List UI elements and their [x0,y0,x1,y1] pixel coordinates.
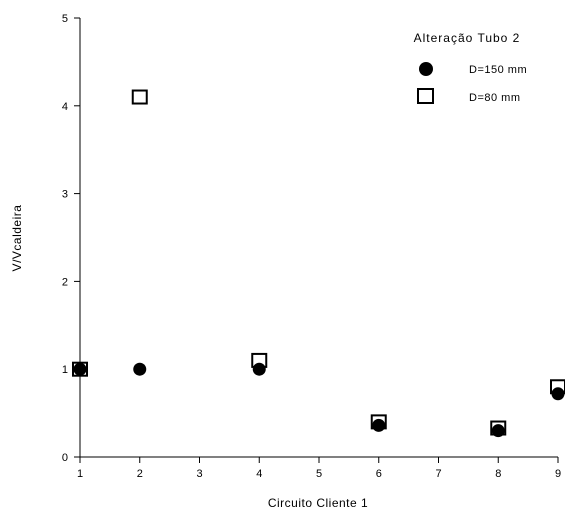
point-d150 [133,362,147,376]
x-tick-label: 9 [555,468,561,480]
x-tick-label: 1 [77,468,83,480]
point-d80 [370,414,387,430]
x-tick-label: 2 [137,468,143,480]
y-axis-label: V/Vcaldeira [10,205,24,272]
x-tick-label: 8 [495,468,501,480]
x-tick-label: 7 [435,468,441,480]
x-axis-label: Circuito Cliente 1 [268,496,368,510]
y-tick-label: 0 [62,452,68,464]
y-tick-label: 1 [62,364,68,376]
y-tick-label: 4 [62,101,68,113]
x-tick-label: 6 [376,468,382,480]
legend-marker-d80 [417,88,434,104]
y-axis: 0 1 2 3 4 5 [62,13,81,464]
y-tick-label: 5 [62,13,68,25]
x-axis: 1 2 3 4 5 6 7 8 9 [77,456,561,480]
legend: Alteração Tubo 2 D=150 mm D=80 mm [414,31,527,104]
legend-title: Alteração Tubo 2 [414,31,521,45]
legend-marker-d150 [419,62,433,76]
x-tick-label: 4 [256,468,262,480]
y-tick-label: 3 [62,189,68,201]
point-d80 [490,420,507,436]
point-d150 [252,362,266,376]
point-d150 [372,418,386,432]
data-points [72,89,565,438]
point-d80 [72,361,88,377]
point-d80 [131,89,148,105]
point-d80 [251,352,268,368]
point-d150 [73,362,87,376]
x-tick-label: 5 [316,468,322,480]
x-tick-label: 3 [196,468,202,480]
point-d80 [550,379,565,395]
legend-label-d80: D=80 mm [469,92,521,104]
legend-label-d150: D=150 mm [469,64,527,76]
y-tick-label: 2 [62,276,68,288]
